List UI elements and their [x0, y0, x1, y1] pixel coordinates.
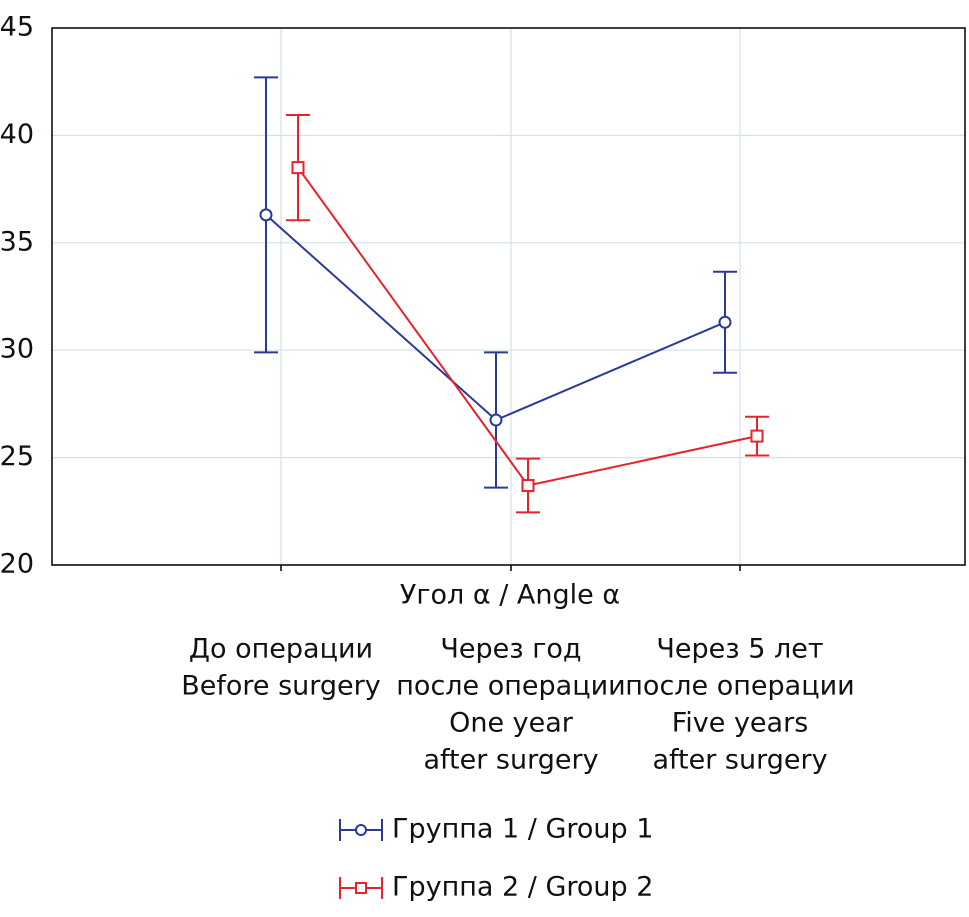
x-tick-label: Через 5 лет: [656, 634, 823, 665]
x-tick-label: Five years: [672, 708, 809, 739]
y-tick-label: 45: [0, 12, 34, 43]
x-tick-label: До операции: [189, 634, 373, 665]
marker: [521, 479, 535, 493]
x-tick-label: One year: [449, 708, 574, 739]
x-tick-label: Before surgery: [181, 671, 381, 702]
x-axis-label: Угол α / Angle α: [400, 580, 620, 611]
marker: [718, 315, 732, 329]
legend-label: Группа 2 / Group 2: [392, 872, 653, 903]
marker: [259, 208, 273, 222]
x-tick-label: after surgery: [423, 745, 598, 776]
y-tick-label: 40: [0, 119, 34, 150]
y-tick-label: 20: [0, 549, 34, 580]
marker: [489, 413, 503, 427]
plot-frame: [51, 27, 966, 566]
y-tick-label: 30: [0, 334, 34, 365]
marker: [291, 161, 305, 175]
x-tick-label: после операции: [396, 671, 625, 702]
x-tick-label: after surgery: [652, 745, 827, 776]
x-tick-label: после операции: [625, 671, 854, 702]
y-tick-label: 35: [0, 226, 34, 257]
x-tick-label: Через год: [440, 634, 581, 665]
y-tick-label: 25: [0, 441, 34, 472]
legend-marker: [355, 882, 367, 894]
legend-label: Группа 1 / Group 1: [392, 814, 653, 845]
marker: [750, 429, 764, 443]
series-line: [297, 167, 758, 487]
legend-marker: [355, 824, 367, 836]
